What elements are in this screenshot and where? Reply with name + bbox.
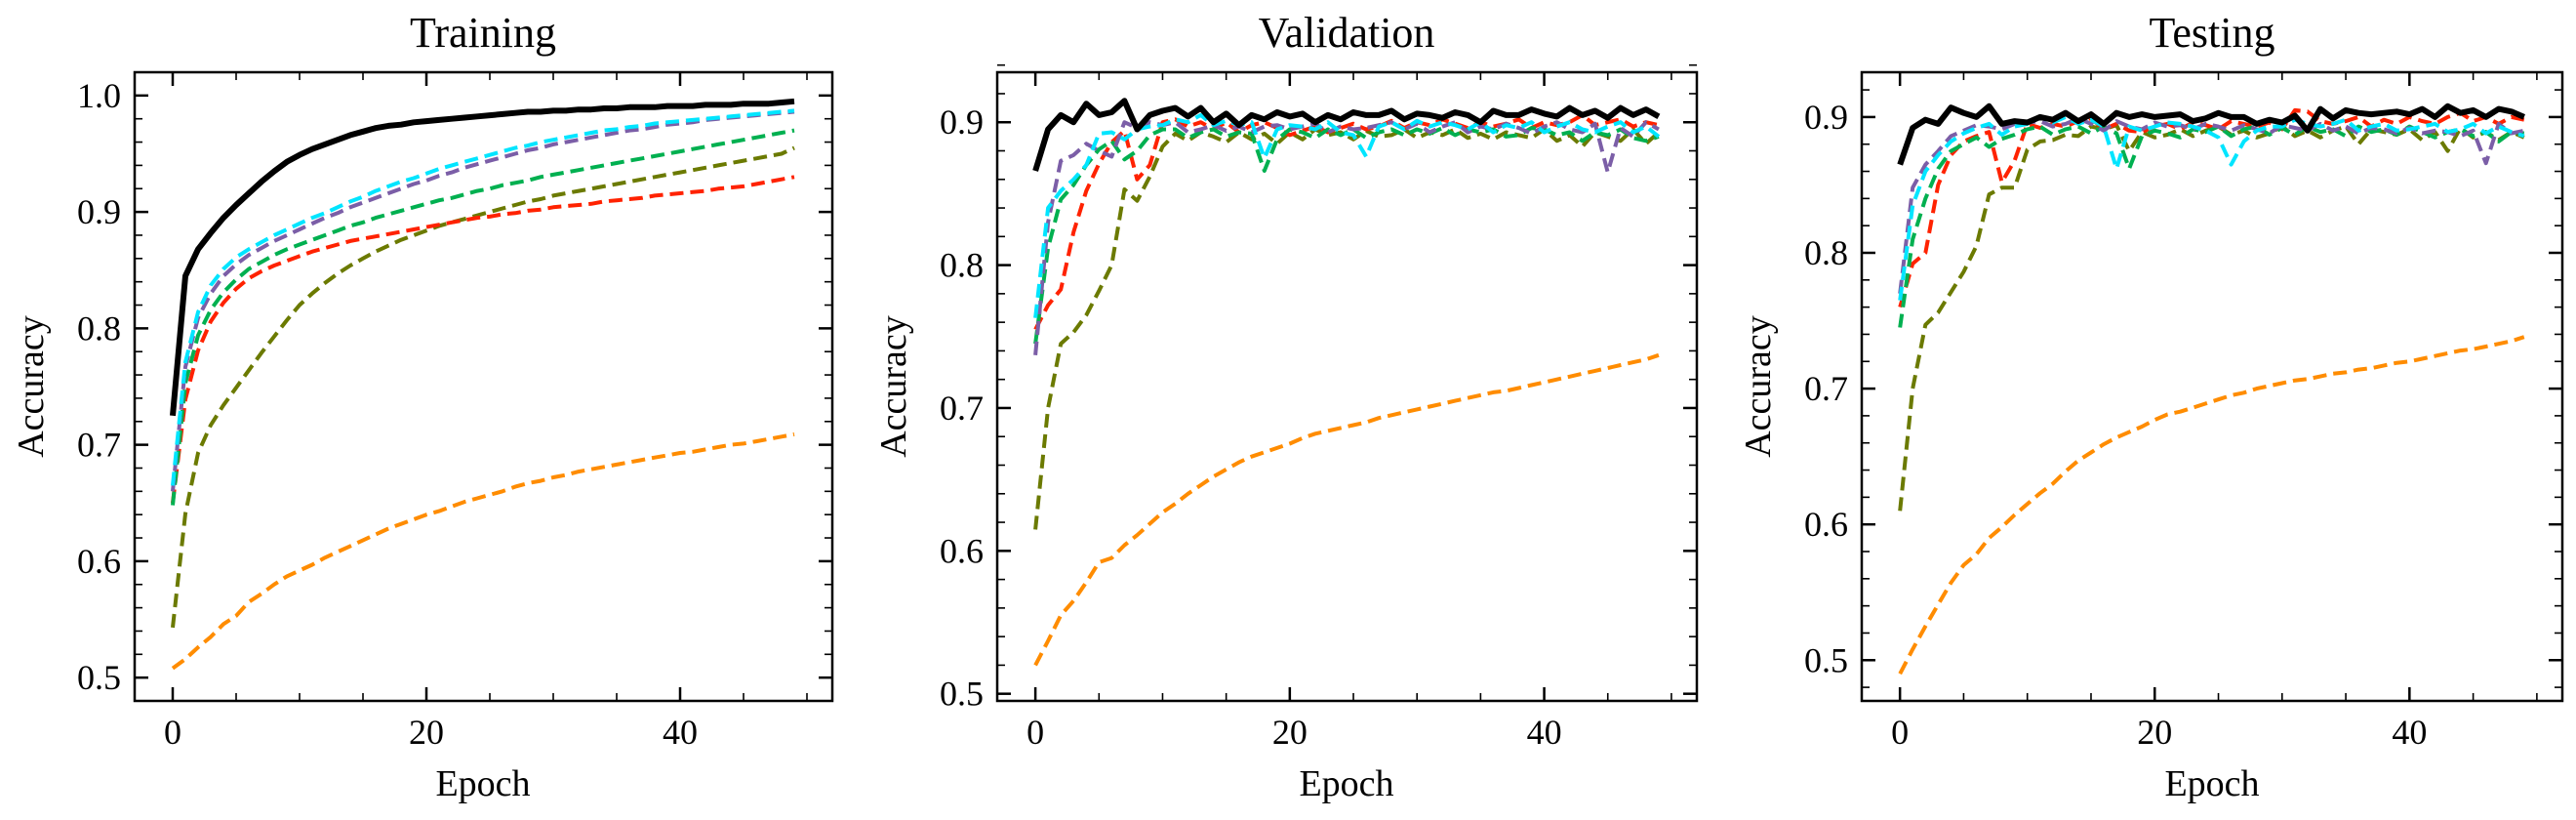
x-axis-label: Epoch xyxy=(435,763,530,804)
y-tick-label: 0.6 xyxy=(1804,505,1848,544)
plot-frame xyxy=(995,70,1699,703)
panel-testing: Testing Epoch Accuracy 0 20 40 0.5 0.6 0.7 0.8… xyxy=(1738,9,2564,804)
series-line xyxy=(1898,116,2525,294)
x-tick-label: 20 xyxy=(409,713,444,752)
y-tick-label: 0.9 xyxy=(77,192,121,231)
series-line xyxy=(1897,102,2525,166)
y-tick-label: 0.5 xyxy=(1804,640,1848,679)
panel-training: Training Epoch Accuracy 0 20 40 0.5 0.6 0.7 0.… xyxy=(11,9,834,804)
y-tick-label: 0.9 xyxy=(940,102,984,142)
series-line xyxy=(1898,335,2525,676)
y-tick-label: 0.7 xyxy=(1804,369,1848,408)
y-axis-label: Accuracy xyxy=(11,315,52,458)
series-line xyxy=(171,128,795,506)
series-line xyxy=(1898,114,2525,301)
x-tick-label: 0 xyxy=(164,713,181,752)
y-tick-label: 0.5 xyxy=(940,675,984,714)
series-line xyxy=(1033,352,1660,667)
y-tick-label: 0.8 xyxy=(1804,233,1848,272)
series-line xyxy=(1898,107,2525,308)
y-tick-label: 0.5 xyxy=(77,658,121,697)
x-tick-label: 20 xyxy=(2137,713,2172,752)
y-tick-label: 0.6 xyxy=(940,531,984,570)
series-line xyxy=(171,145,795,629)
series-line xyxy=(171,431,795,671)
x-axis-label: Epoch xyxy=(1299,763,1393,804)
series-line xyxy=(1033,112,1660,331)
panel-title: Validation xyxy=(1259,9,1435,57)
y-tick-label: 0.7 xyxy=(940,389,984,428)
panel-title: Training xyxy=(410,9,556,57)
y-tick-label: 0.7 xyxy=(77,426,121,465)
series-line xyxy=(1898,123,2525,512)
y-tick-label: 0.6 xyxy=(77,542,121,581)
panel-title: Testing xyxy=(2150,9,2275,57)
y-tick-label: 0.8 xyxy=(940,246,984,285)
series-line xyxy=(171,175,795,504)
y-tick-label: 0.9 xyxy=(1804,98,1848,137)
series-line xyxy=(1033,126,1660,345)
y-axis-label: Accuracy xyxy=(1738,315,1779,458)
plot-frame xyxy=(133,70,834,703)
x-axis-label: Epoch xyxy=(2164,763,2259,804)
x-tick-label: 20 xyxy=(1272,713,1308,752)
x-tick-label: 0 xyxy=(1026,713,1044,752)
x-tick-label: 40 xyxy=(2392,713,2427,752)
series-line xyxy=(1898,124,2525,328)
x-tick-label: 40 xyxy=(1527,713,1562,752)
x-tick-label: 0 xyxy=(1891,713,1909,752)
series-line xyxy=(1032,98,1661,172)
x-tick-label: 40 xyxy=(663,713,698,752)
plot-frame xyxy=(1860,70,2564,703)
series-line xyxy=(171,109,795,492)
y-tick-label: 1.0 xyxy=(77,76,121,115)
panel-validation: Validation Epoch Accuracy 0 20 40 0.5 0.6 0.7… xyxy=(873,9,1699,804)
series-line xyxy=(171,108,795,486)
y-tick-label: 0.8 xyxy=(77,308,121,348)
series-line xyxy=(170,98,795,417)
series-line xyxy=(1033,127,1661,530)
y-axis-label: Accuracy xyxy=(873,315,914,458)
